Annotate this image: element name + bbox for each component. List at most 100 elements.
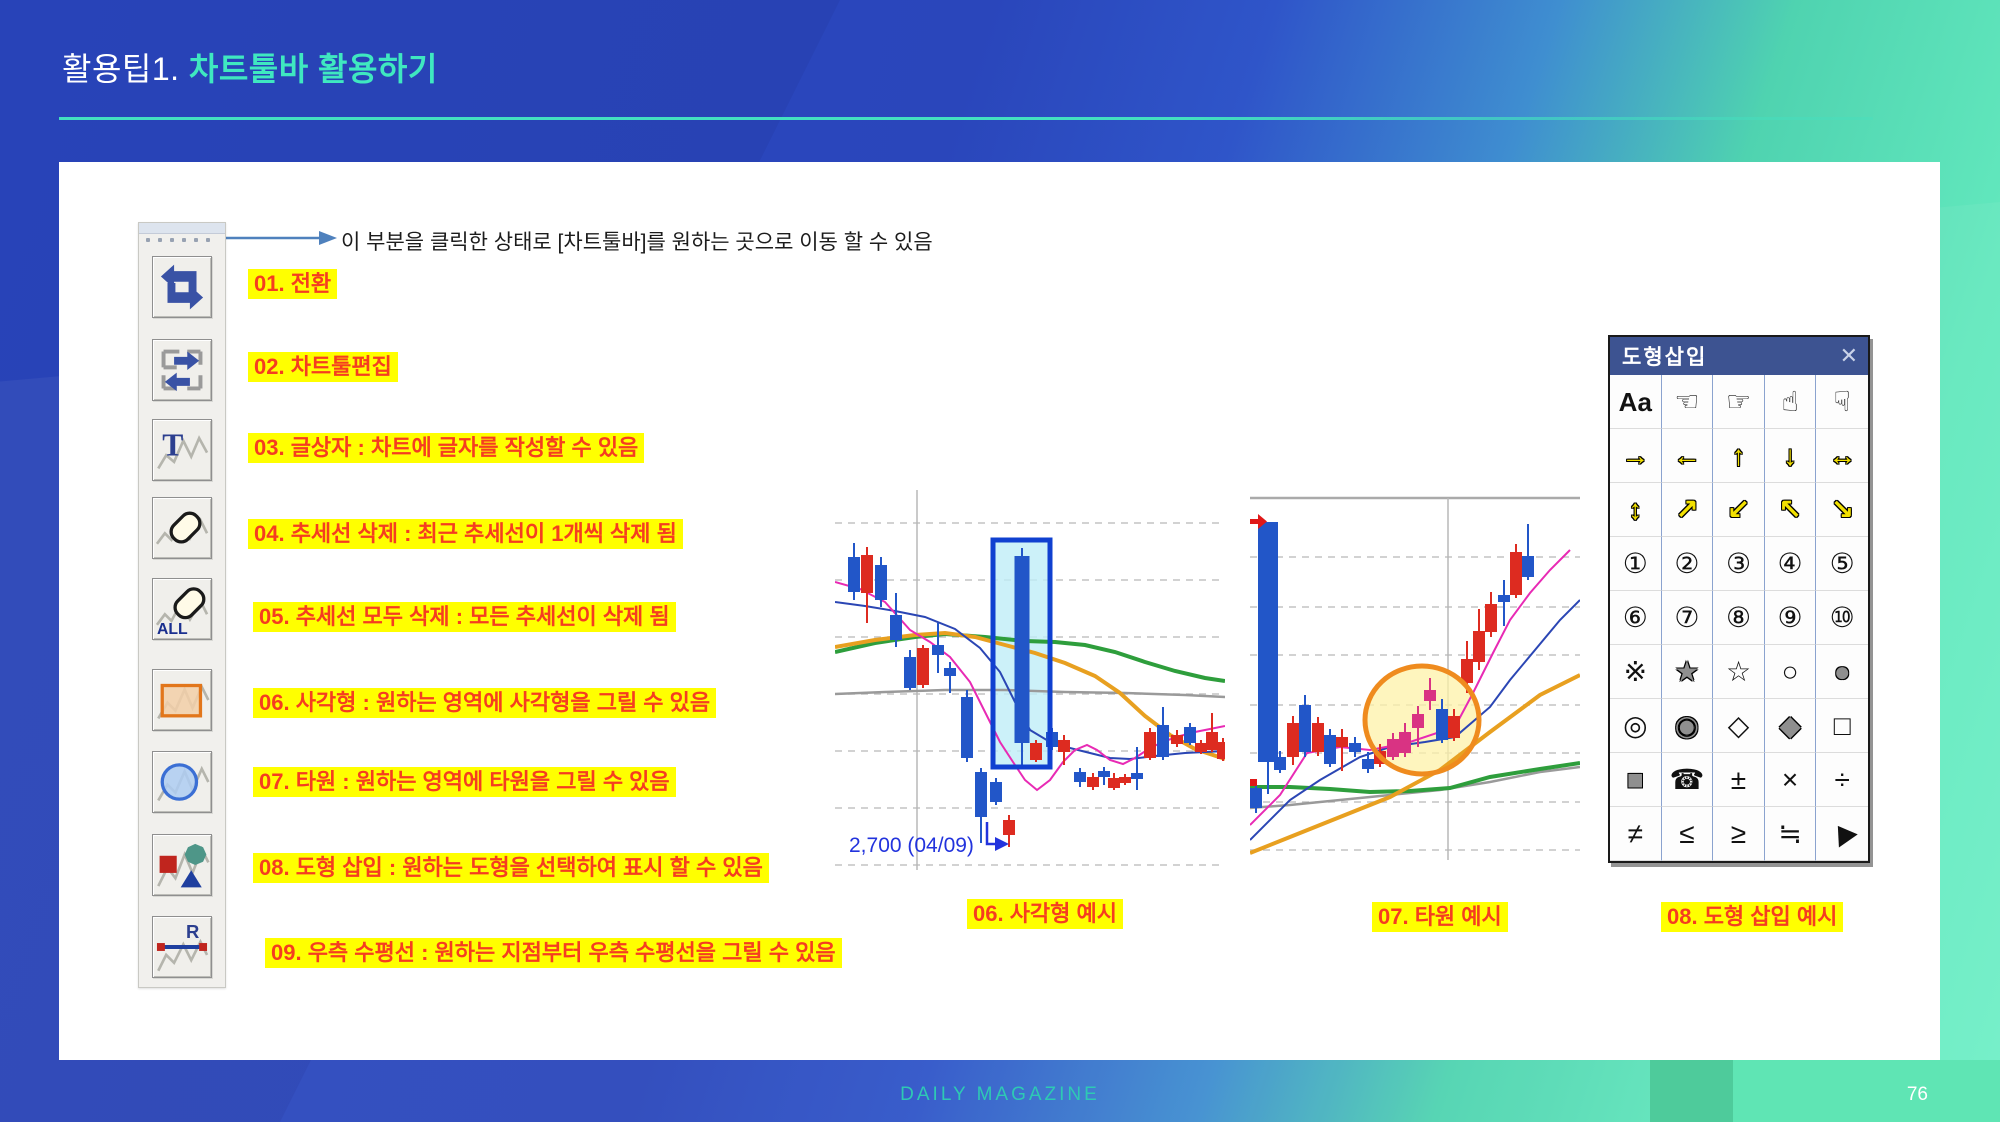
trendline-delete-all-icon: ALL	[155, 587, 209, 638]
toolbar-grip-handle[interactable]	[146, 238, 210, 242]
candle	[1349, 743, 1361, 752]
circled-8-cell[interactable]: ⑧	[1713, 591, 1765, 645]
candle	[861, 555, 873, 593]
reference-mark-cell[interactable]: ※	[1610, 645, 1662, 699]
arrow-up-right-icon: ↗	[1675, 493, 1699, 525]
candle	[1448, 716, 1460, 738]
circled-7-icon: ⑦	[1674, 601, 1700, 633]
circled-7-cell[interactable]: ⑦	[1661, 591, 1714, 645]
octagon-filled-icon: ●	[1833, 655, 1851, 687]
circled-9-cell[interactable]: ⑨	[1764, 591, 1817, 645]
multiply-cell[interactable]: ×	[1764, 753, 1817, 807]
arrow-up-left-cell[interactable]: ↖	[1764, 483, 1817, 537]
candle	[1362, 759, 1374, 769]
arrow-down-cell[interactable]: ↓	[1764, 429, 1817, 483]
text-label-icon: Aa	[1618, 386, 1652, 417]
mouse-cursor-cell[interactable]: ▶	[1816, 807, 1868, 861]
candle	[961, 697, 973, 758]
chart-tool-edit-icon	[161, 349, 203, 392]
greater-equal-cell[interactable]: ≥	[1713, 807, 1765, 861]
plus-minus-cell[interactable]: ±	[1713, 753, 1765, 807]
text-box-button[interactable]: T	[152, 419, 212, 481]
approx-equal-cell[interactable]: ≒	[1764, 807, 1817, 861]
arrow-up-right-cell[interactable]: ↗	[1661, 483, 1714, 537]
chart-tool-edit-button[interactable]	[152, 339, 212, 401]
circled-2-cell[interactable]: ②	[1661, 537, 1714, 591]
arrow-down-left-icon: ↙	[1726, 493, 1751, 525]
candle	[1217, 742, 1225, 759]
ma-gray	[835, 688, 1225, 699]
square-filled-cell[interactable]: ■	[1610, 753, 1662, 807]
not-equal-icon: ≠	[1627, 817, 1643, 849]
shape-insert-button[interactable]	[152, 834, 212, 896]
candle	[1312, 723, 1324, 752]
square-filled-icon: ■	[1626, 763, 1644, 795]
mouse-cursor-icon: ▶	[1822, 816, 1861, 852]
candle	[1195, 743, 1207, 752]
circled-10-cell[interactable]: ⑩	[1816, 591, 1868, 645]
ellipse-icon	[157, 763, 210, 802]
approx-equal-icon: ≒	[1778, 817, 1802, 849]
dialog-titlebar[interactable]: 도형삽입 ✕	[1610, 337, 1868, 375]
candle	[1014, 556, 1030, 743]
switch-icon	[160, 264, 204, 310]
divide-cell[interactable]: ÷	[1816, 753, 1868, 807]
circled-6-icon: ⑥	[1622, 601, 1648, 633]
start-marker-arrow	[1250, 514, 1267, 529]
arrow-down-right-cell[interactable]: ↘	[1816, 483, 1868, 537]
caption-ellipse-example: 07. 타원 예시	[1372, 902, 1508, 933]
double-circle-cell[interactable]: ◎	[1610, 699, 1662, 753]
text-box-icon: T	[157, 427, 209, 470]
hand-point-right-cell[interactable]: ☞	[1713, 375, 1765, 429]
star-outline-cell[interactable]: ☆	[1713, 645, 1765, 699]
not-equal-cell[interactable]: ≠	[1610, 807, 1662, 861]
footer-green-block	[1733, 1060, 2000, 1122]
diamond-outline-cell[interactable]: ◇	[1713, 699, 1765, 753]
arrow-left-cell[interactable]: ←	[1661, 429, 1714, 483]
circled-1-cell[interactable]: ①	[1610, 537, 1662, 591]
ellipse-example-chart	[1250, 495, 1580, 860]
dialog-title: 도형삽입	[1622, 346, 1708, 369]
svg-text:T: T	[162, 427, 183, 462]
less-equal-cell[interactable]: ≤	[1661, 807, 1714, 861]
trendline-delete-button[interactable]	[152, 497, 212, 559]
right-horizontal-line-button[interactable]: R	[152, 916, 212, 978]
svg-text:ALL: ALL	[157, 621, 188, 638]
candle	[1473, 631, 1485, 662]
candle	[1131, 773, 1143, 779]
diamond-filled-cell[interactable]: ◆	[1764, 699, 1817, 753]
rectangle-button[interactable]	[152, 669, 212, 731]
arrow-right-cell[interactable]: →	[1610, 429, 1662, 483]
close-icon[interactable]: ✕	[1839, 343, 1858, 368]
circled-5-cell[interactable]: ⑤	[1816, 537, 1868, 591]
circled-4-cell[interactable]: ④	[1764, 537, 1817, 591]
candle	[1258, 522, 1278, 762]
square-outline-cell[interactable]: □	[1816, 699, 1868, 753]
hand-point-left-cell[interactable]: ☜	[1661, 375, 1714, 429]
switch-button[interactable]	[152, 256, 212, 318]
candle	[975, 772, 987, 817]
arrow-up-cell[interactable]: ↑	[1713, 429, 1765, 483]
arrow-down-left-cell[interactable]: ↙	[1713, 483, 1765, 537]
ellipse-button[interactable]	[152, 751, 212, 813]
circled-3-cell[interactable]: ③	[1713, 537, 1765, 591]
candle	[1087, 777, 1099, 787]
candle	[1336, 737, 1348, 747]
hand-point-up-cell[interactable]: ☝	[1764, 375, 1817, 429]
shape-insert-dialog: 도형삽입 ✕ Aa ☜ ☞ ☝ ☟ → ← ↑ ↓ ↔ ↕ ↗ ↙ ↖ ↘ ① ② ③ ④ ⑤ ⑥ ⑦ ⑧ ⑨ ⑩ ※ ★ ☆ ○ ● ◎ ◉…	[1608, 335, 1870, 863]
arrow-left-right-cell[interactable]: ↔	[1816, 429, 1868, 483]
circled-6-cell[interactable]: ⑥	[1610, 591, 1662, 645]
telephone-cell[interactable]: ☎	[1661, 753, 1714, 807]
page-title: 활용팁1. 차트툴바 활용하기	[62, 44, 438, 90]
fisheye-circle-cell[interactable]: ◉	[1661, 699, 1714, 753]
circled-2-icon: ②	[1674, 547, 1700, 579]
octagon-filled-cell[interactable]: ●	[1816, 645, 1868, 699]
chart-toolbar: T ALL	[138, 222, 226, 988]
arrow-up-down-cell[interactable]: ↕	[1610, 483, 1662, 537]
hand-point-down-cell[interactable]: ☟	[1816, 375, 1868, 429]
octagon-outline-cell[interactable]: ○	[1764, 645, 1817, 699]
trendline-delete-all-button[interactable]: ALL	[152, 578, 212, 640]
label-switch: 01. 전환	[248, 269, 338, 300]
star-filled-cell[interactable]: ★	[1661, 645, 1714, 699]
text-label-cell[interactable]: Aa	[1610, 375, 1662, 429]
